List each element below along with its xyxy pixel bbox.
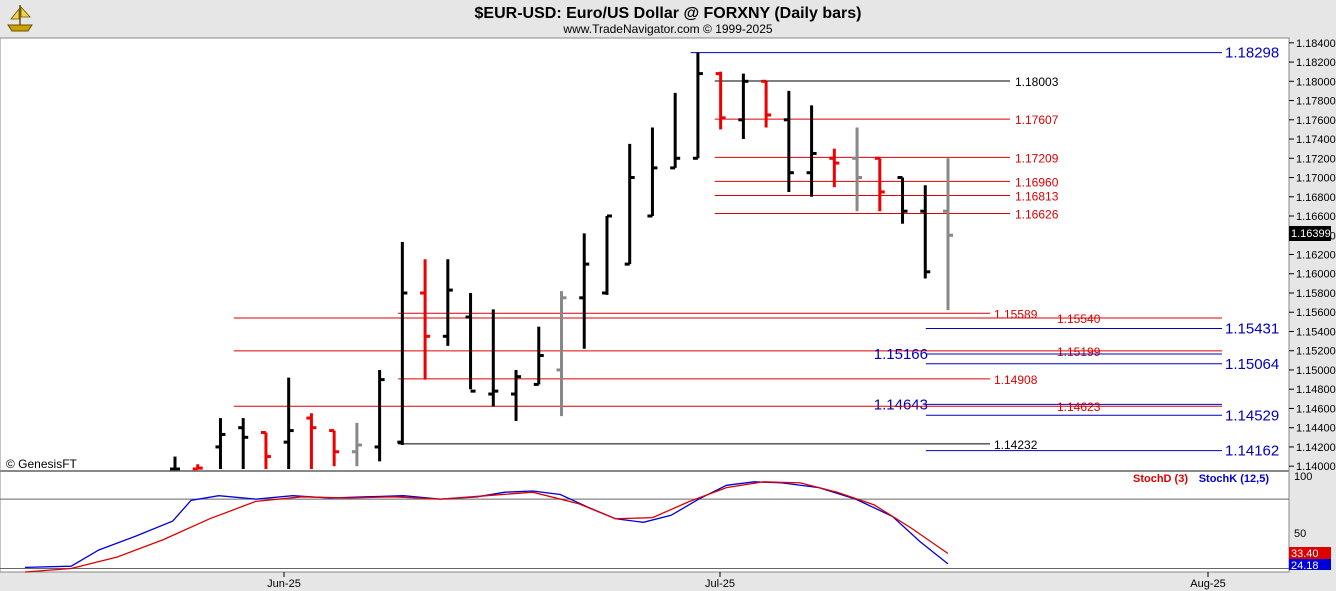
level-label: 1.16960 <box>1015 175 1059 189</box>
level-label: 1.15166 <box>874 346 928 363</box>
level-label: 1.18298 <box>1225 45 1279 62</box>
level-label: 1.15540 <box>1057 312 1101 326</box>
legend-stochk: StochK (12,5) <box>1199 473 1270 485</box>
x-label-jul: Jul-25 <box>705 578 735 590</box>
level-label: 1.14643 <box>874 396 928 413</box>
stochd-last-value: 33.40 <box>1291 548 1319 560</box>
watermark: © GenesisFT <box>6 457 78 471</box>
price-tick-label: 1.14200 <box>1296 442 1336 454</box>
level-label: 1.16813 <box>1015 190 1059 204</box>
pirate-ship-icon <box>7 5 33 32</box>
price-tick-label: 1.17200 <box>1296 153 1336 165</box>
title-bar <box>0 0 1336 38</box>
level-label: 1.15199 <box>1057 345 1101 359</box>
indicator-lines <box>24 481 949 573</box>
price-tick-label: 1.15200 <box>1296 346 1336 358</box>
level-label: 1.18003 <box>1015 75 1059 89</box>
plot-frame <box>0 37 1290 573</box>
stochk-line <box>24 481 949 569</box>
legend-stochd: StochD (3) <box>1133 473 1188 485</box>
price-tick-label: 1.16800 <box>1296 192 1336 204</box>
stochk-last-tag <box>1289 559 1331 570</box>
chart-subtitle: www.TradeNavigator.com © 1999-2025 <box>562 22 772 36</box>
price-bars <box>170 52 953 471</box>
level-label: 1.14529 <box>1225 407 1279 424</box>
x-label-aug: Aug-25 <box>1190 578 1225 590</box>
price-tick-label: 1.17800 <box>1296 96 1336 108</box>
level-label: 1.14162 <box>1225 443 1279 460</box>
price-tick-label: 1.17400 <box>1296 134 1336 146</box>
bottom-axis-panel <box>0 572 1289 591</box>
stochd-line <box>24 481 949 573</box>
price-tick-label: 1.18000 <box>1296 76 1336 88</box>
last-price-tag: 1.16399 <box>1289 226 1331 241</box>
level-label: 1.15064 <box>1225 356 1279 373</box>
price-tick-label: 1.16000 <box>1296 269 1336 281</box>
level-label: 1.14908 <box>994 373 1038 387</box>
indicator-grid <box>0 498 1289 570</box>
stochd-last-tag <box>1289 547 1331 559</box>
price-axis-ticks: 1.14000 1.14200 1.14400 1.14600 1.14800 1.150… <box>1289 38 1336 473</box>
price-tick-label: 1.17000 <box>1296 173 1336 185</box>
price-tick-label: 1.14000 <box>1296 461 1336 473</box>
level-label: 1.15431 <box>1225 320 1279 337</box>
price-tick-label: 1.14600 <box>1296 403 1336 415</box>
price-tick-label: 1.16200 <box>1296 250 1336 262</box>
level-label: 1.16626 <box>1015 208 1059 222</box>
x-label-jun: Jun-25 <box>267 578 301 590</box>
indicator-tick-50: 50 <box>1294 528 1306 540</box>
price-tick-label: 1.15600 <box>1296 307 1336 319</box>
price-tick-label: 1.18200 <box>1296 57 1336 69</box>
price-tick-label: 1.15000 <box>1296 365 1336 377</box>
level-label: 1.14232 <box>994 438 1038 452</box>
stochk-last-value: 24.18 <box>1291 560 1319 572</box>
x-axis: Jun-25 Jul-25 Aug-25 <box>267 572 1226 590</box>
level-label: 1.15589 <box>994 307 1038 321</box>
price-tick-label: 1.17600 <box>1296 115 1336 127</box>
level-label: 1.17209 <box>1015 151 1059 165</box>
level-label: 1.14623 <box>1057 400 1101 414</box>
chart-title: $EUR-USD: Euro/US Dollar @ FORXNY (Daily… <box>475 5 862 22</box>
price-tick-label: 1.18400 <box>1296 38 1336 50</box>
price-tick-label: 1.14800 <box>1296 384 1336 396</box>
right-axis-panel <box>1289 38 1336 591</box>
price-tick-label: 1.15400 <box>1296 326 1336 338</box>
level-lines: 1.18298 1.18003 1.17607 1.17209 1.169601.168… <box>233 45 1279 460</box>
indicator-tick-100: 100 <box>1294 471 1312 483</box>
price-tick-label: 1.15800 <box>1296 288 1336 300</box>
level-label: 1.17607 <box>1015 113 1059 127</box>
price-tick-label: 1.14400 <box>1296 423 1336 435</box>
last-price-value: 1.16399 <box>1291 228 1331 240</box>
price-tick-label: 1.16600 <box>1296 211 1336 223</box>
